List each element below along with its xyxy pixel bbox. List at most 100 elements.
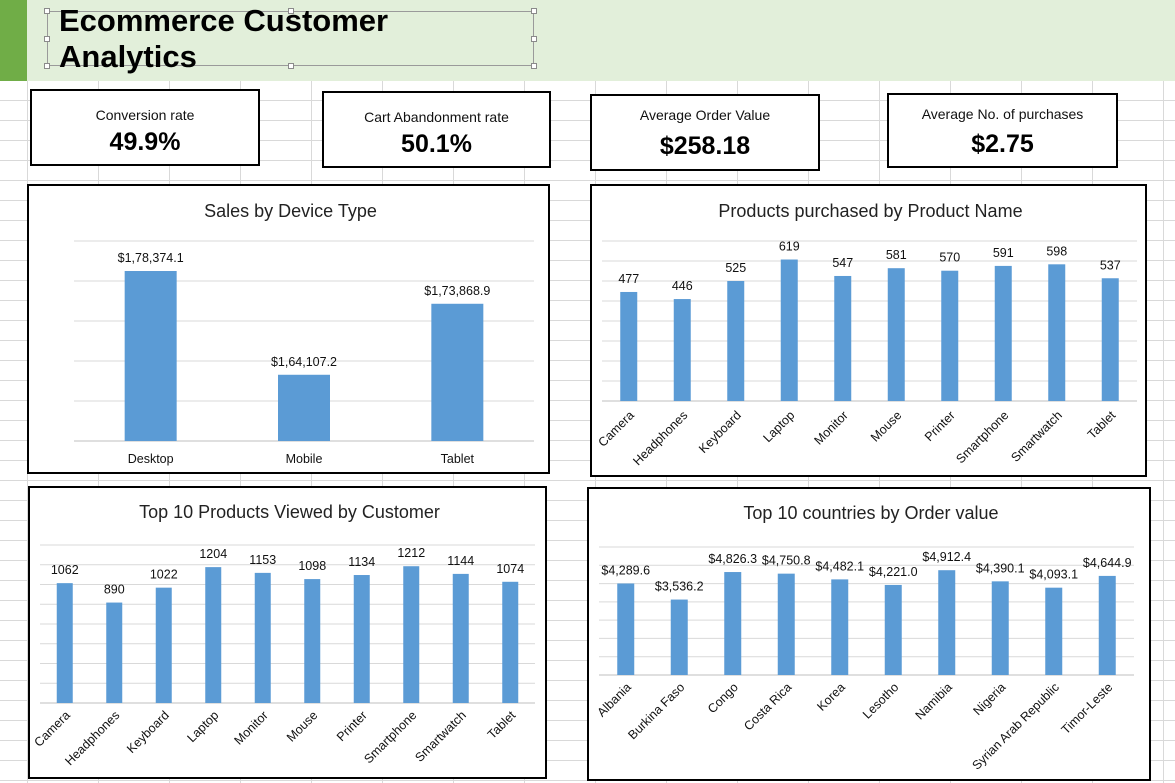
bar[interactable] bbox=[1098, 575, 1116, 675]
data-label: 570 bbox=[939, 251, 960, 265]
category-label: Tablet bbox=[485, 708, 519, 742]
kpi-label: Average No. of purchases bbox=[921, 106, 1084, 122]
data-label: 1098 bbox=[298, 559, 326, 573]
bar[interactable] bbox=[834, 275, 852, 401]
bar[interactable] bbox=[724, 572, 742, 675]
data-label: 477 bbox=[618, 272, 639, 286]
resize-handle-tl[interactable] bbox=[44, 8, 50, 14]
data-label: $4,482.1 bbox=[815, 559, 864, 573]
kpi-value: $258.18 bbox=[659, 132, 751, 160]
category-label: Headphones bbox=[630, 408, 690, 468]
bar[interactable] bbox=[278, 374, 330, 441]
header-accent bbox=[0, 0, 27, 81]
category-label: Monitor bbox=[231, 708, 270, 747]
category-label: Printer bbox=[334, 708, 370, 744]
data-label: 1062 bbox=[51, 563, 79, 577]
data-label: $1,78,374.1 bbox=[118, 251, 184, 265]
bar[interactable] bbox=[777, 573, 795, 675]
data-label: $4,912.4 bbox=[922, 550, 971, 564]
bar[interactable] bbox=[670, 599, 688, 675]
category-label: Smartphone bbox=[361, 708, 419, 766]
bar[interactable] bbox=[353, 575, 370, 703]
category-label: Tablet bbox=[1085, 408, 1119, 442]
bar[interactable] bbox=[887, 268, 905, 401]
data-label: 525 bbox=[725, 261, 746, 275]
resize-handle-tc[interactable] bbox=[288, 8, 294, 14]
bar[interactable] bbox=[884, 584, 902, 675]
bar[interactable] bbox=[124, 271, 177, 441]
bar[interactable] bbox=[304, 579, 321, 703]
bar[interactable] bbox=[106, 602, 123, 703]
bar[interactable] bbox=[831, 579, 849, 675]
chart-countries-order-value[interactable]: Top 10 countries by Order value $4,289.6 A… bbox=[587, 487, 1151, 781]
data-label: $3,536.2 bbox=[655, 580, 704, 594]
category-label: Congo bbox=[705, 680, 741, 716]
bar[interactable] bbox=[431, 303, 484, 441]
data-label: $4,221.0 bbox=[869, 565, 918, 579]
resize-handle-mr[interactable] bbox=[531, 36, 537, 42]
bar[interactable] bbox=[1048, 264, 1066, 401]
kpi-value: $2.75 bbox=[971, 130, 1034, 158]
resize-handle-ml[interactable] bbox=[44, 36, 50, 42]
category-label: Mouse bbox=[868, 408, 904, 444]
data-label: $4,826.3 bbox=[708, 552, 757, 566]
data-label: $4,750.8 bbox=[762, 554, 811, 568]
category-label: Laptop bbox=[184, 708, 221, 745]
bar[interactable] bbox=[254, 572, 271, 703]
bar[interactable] bbox=[673, 299, 691, 401]
title-textbox[interactable]: Ecommerce Customer Analytics bbox=[44, 3, 537, 74]
bar[interactable] bbox=[780, 259, 798, 401]
data-label: 581 bbox=[886, 248, 907, 262]
bar[interactable] bbox=[1101, 278, 1119, 401]
data-label: 1204 bbox=[199, 547, 227, 561]
chart-title: Products purchased by Product Name bbox=[718, 201, 1022, 221]
data-label: 598 bbox=[1046, 244, 1067, 258]
kpi-cart-abandonment-rate[interactable]: Cart Abandonment rate 50.1% bbox=[322, 91, 551, 168]
data-label: 446 bbox=[672, 279, 693, 293]
bar[interactable] bbox=[941, 270, 959, 401]
bar[interactable] bbox=[617, 583, 635, 675]
data-label: 1212 bbox=[397, 546, 425, 560]
chart-products-purchased[interactable]: Products purchased by Product Name 477 Cam… bbox=[590, 184, 1147, 477]
kpi-value: 50.1% bbox=[401, 130, 472, 158]
kpi-average-order-value[interactable]: Average Order Value $258.18 bbox=[590, 94, 820, 171]
data-label: 890 bbox=[104, 583, 125, 597]
category-label: Namibia bbox=[913, 680, 955, 722]
chart-sales-by-device[interactable]: Sales by Device Type $1,78,374.1 Desktop $1… bbox=[27, 184, 550, 474]
kpi-conversion-rate[interactable]: Conversion rate 49.9% bbox=[30, 89, 260, 166]
bar[interactable] bbox=[56, 583, 73, 703]
bar[interactable] bbox=[727, 281, 745, 401]
resize-handle-tr[interactable] bbox=[531, 8, 537, 14]
data-label: 1153 bbox=[249, 553, 276, 567]
bar[interactable] bbox=[205, 567, 222, 703]
category-label: Mobile bbox=[286, 452, 323, 466]
bar[interactable] bbox=[938, 570, 956, 675]
chart-title: Top 10 Products Viewed by Customer bbox=[139, 502, 440, 522]
bar[interactable] bbox=[403, 566, 420, 703]
bar[interactable] bbox=[991, 581, 1009, 675]
bar[interactable] bbox=[502, 581, 519, 703]
chart-svg: Products purchased by Product Name 477 Cam… bbox=[596, 201, 1137, 468]
bar[interactable] bbox=[155, 587, 172, 703]
resize-handle-bc[interactable] bbox=[288, 63, 294, 69]
chart-svg: Top 10 countries by Order value $4,289.6 A… bbox=[594, 503, 1134, 773]
kpi-average-purchases[interactable]: Average No. of purchases $2.75 bbox=[887, 93, 1118, 168]
data-label: 537 bbox=[1100, 258, 1121, 272]
chart-title: Top 10 countries by Order value bbox=[743, 503, 998, 523]
chart-products-viewed[interactable]: Top 10 Products Viewed by Customer 1062 Ca… bbox=[28, 486, 547, 779]
bar[interactable] bbox=[620, 291, 638, 401]
category-label: Monitor bbox=[811, 408, 850, 447]
data-label: 619 bbox=[779, 240, 800, 254]
data-label: $1,73,868.9 bbox=[424, 284, 490, 298]
category-label: Camera bbox=[596, 408, 637, 449]
header-band bbox=[0, 0, 1175, 81]
resize-handle-br[interactable] bbox=[531, 63, 537, 69]
category-label: Korea bbox=[814, 680, 848, 714]
resize-handle-bl[interactable] bbox=[44, 63, 50, 69]
bar[interactable] bbox=[452, 573, 469, 703]
data-label: $4,289.6 bbox=[601, 563, 650, 577]
bar[interactable] bbox=[1045, 587, 1063, 675]
data-label: $1,64,107.2 bbox=[271, 355, 337, 369]
bar[interactable] bbox=[994, 265, 1012, 401]
data-label: 591 bbox=[993, 246, 1014, 260]
